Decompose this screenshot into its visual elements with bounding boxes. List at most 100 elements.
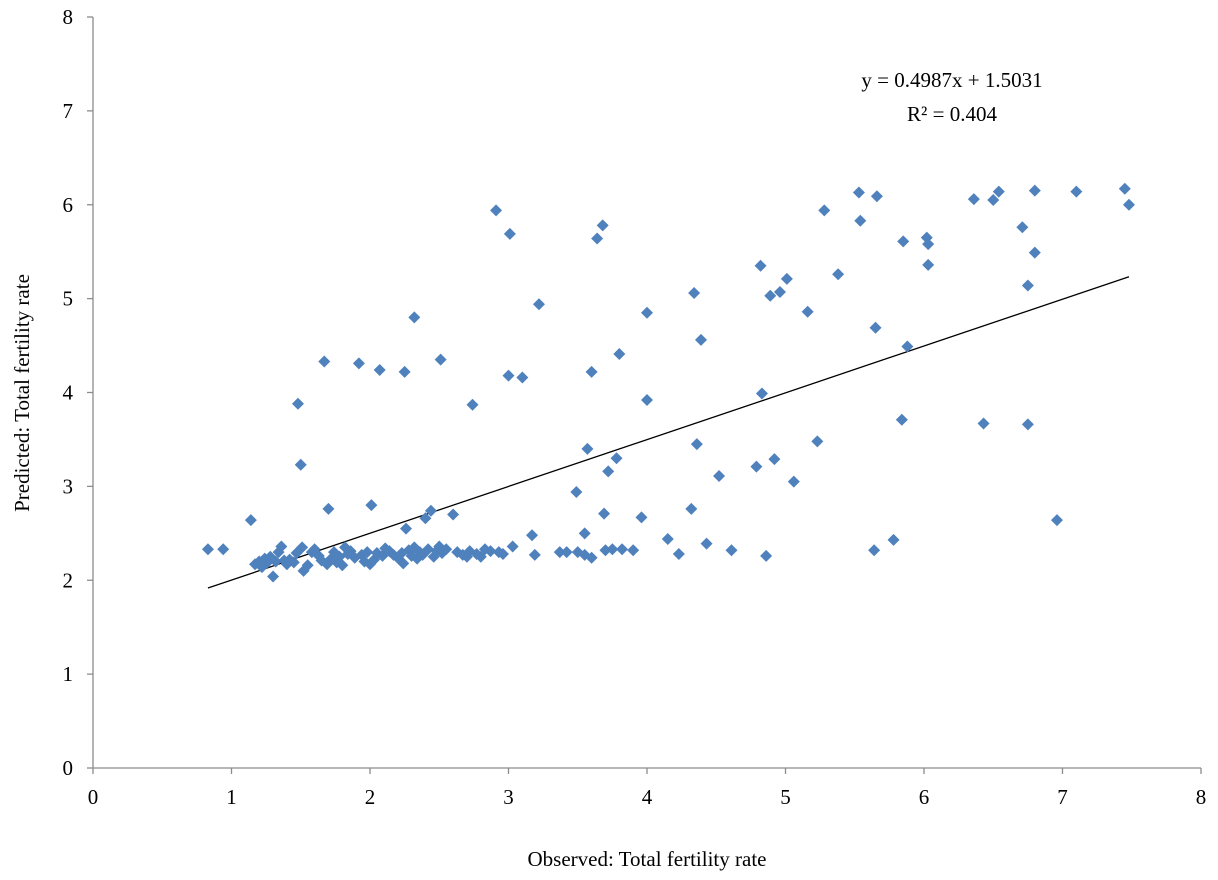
data-point: [526, 529, 539, 542]
ticks: [87, 16, 1202, 774]
axes: [92, 17, 1201, 769]
data-point: [570, 486, 583, 499]
data-point: [419, 512, 432, 525]
y-tick-label: 2: [63, 568, 74, 592]
data-point: [434, 353, 447, 366]
data-point: [424, 504, 437, 517]
data-point: [780, 272, 793, 285]
data-point: [887, 533, 900, 546]
x-tick-label: 4: [642, 785, 653, 809]
data-point: [578, 527, 591, 540]
x-tick-label: 7: [1057, 785, 1068, 809]
data-point: [560, 546, 573, 559]
y-axis-title: Predicted: Total fertility rate: [10, 274, 34, 512]
data-point: [506, 540, 519, 553]
data-point: [672, 547, 685, 560]
data-point: [641, 306, 653, 319]
data-point: [596, 219, 609, 232]
data-point: [967, 193, 980, 206]
data-point: [801, 305, 814, 318]
data-point: [287, 556, 300, 569]
r-squared-label: R² = 0.404: [907, 102, 997, 126]
y-tick-label: 1: [63, 662, 74, 686]
data-point: [901, 340, 914, 353]
x-tick-label: 6: [919, 785, 930, 809]
data-point: [490, 204, 503, 217]
data-point: [352, 357, 365, 370]
data-point: [760, 549, 773, 562]
data-point: [591, 232, 604, 245]
x-tick-label: 5: [780, 785, 791, 809]
data-point: [1070, 185, 1083, 198]
data-point: [897, 235, 910, 248]
data-points: [201, 182, 1135, 583]
data-point: [1028, 184, 1041, 197]
data-point: [922, 238, 935, 251]
data-point: [581, 442, 594, 455]
trendline-equation: y = 0.4987x + 1.5031: [861, 68, 1042, 92]
data-point: [713, 470, 726, 483]
data-point: [318, 355, 331, 368]
data-point: [854, 214, 867, 227]
data-point: [685, 502, 698, 515]
data-point: [641, 394, 653, 407]
data-point: [291, 397, 304, 410]
data-point: [992, 185, 1005, 198]
data-point: [1050, 514, 1063, 527]
data-point: [987, 194, 1000, 207]
data-point: [322, 502, 335, 515]
y-tick-label: 8: [63, 5, 74, 29]
data-point: [397, 557, 410, 570]
data-point: [610, 452, 623, 465]
data-point: [852, 186, 865, 199]
data-point: [764, 289, 777, 302]
data-point: [688, 286, 701, 299]
y-tick-label: 5: [63, 287, 74, 311]
data-point: [832, 268, 845, 281]
data-point: [690, 438, 703, 451]
data-point: [502, 369, 515, 382]
data-point: [787, 475, 800, 488]
data-point: [725, 544, 738, 557]
data-point: [1122, 198, 1135, 211]
data-point: [616, 543, 629, 556]
data-point: [1016, 221, 1029, 234]
data-point: [1021, 418, 1034, 431]
x-axis-title: Observed: Total fertility rate: [528, 847, 767, 871]
data-point: [496, 547, 509, 560]
data-point: [294, 458, 307, 471]
data-point: [602, 465, 615, 478]
data-point: [870, 190, 883, 203]
data-point: [516, 371, 529, 384]
data-point: [922, 258, 935, 271]
data-point: [217, 543, 230, 556]
data-point: [244, 514, 257, 527]
data-point: [466, 398, 479, 411]
data-point: [553, 546, 566, 559]
tick-labels: 0 1 2 3 4 5 6 7 8 0 1 2 3 4 5 6 7 8: [63, 5, 1207, 809]
data-point: [301, 559, 314, 572]
data-point: [811, 435, 824, 448]
data-point: [1028, 246, 1041, 259]
data-point: [700, 537, 713, 550]
data-point: [768, 453, 781, 466]
data-point: [585, 365, 598, 378]
data-point: [275, 540, 288, 553]
trendline: [207, 276, 1130, 589]
x-tick-label: 1: [226, 785, 237, 809]
data-point: [869, 321, 882, 334]
data-point: [503, 227, 516, 240]
data-point: [868, 544, 881, 557]
data-point: [661, 532, 674, 545]
data-point: [606, 543, 619, 556]
y-tick-label: 3: [63, 474, 74, 498]
data-point: [400, 522, 413, 535]
data-point: [408, 311, 421, 324]
data-point: [750, 460, 763, 473]
data-point: [598, 507, 611, 520]
data-point: [1118, 182, 1131, 195]
data-point: [440, 543, 453, 556]
data-point: [695, 333, 708, 346]
data-point: [613, 348, 626, 361]
